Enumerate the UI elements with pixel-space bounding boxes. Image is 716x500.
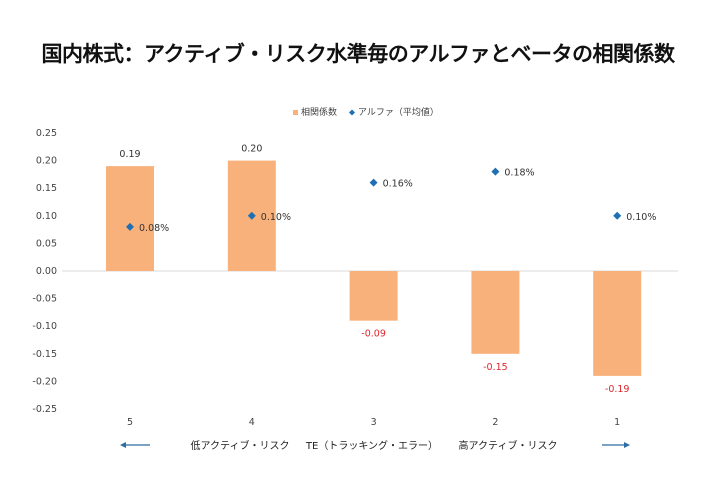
y-tick-label: -0.25 <box>32 404 57 415</box>
bar <box>593 271 642 376</box>
left-arrow-icon <box>120 442 126 448</box>
alpha-point <box>491 167 500 176</box>
bar-data-label: 0.19 <box>119 149 140 160</box>
alpha-point <box>247 211 256 220</box>
alpha-data-label: 0.16% <box>383 179 413 190</box>
alpha-data-label: 0.08% <box>139 223 169 234</box>
alpha-point <box>369 178 378 187</box>
chart-title: 国内株式：アクティブ・リスク水準毎のアルファとベータの相関係数 <box>41 42 675 66</box>
alpha-data-label: 0.10% <box>261 212 291 223</box>
legend-alpha-label: アルファ（平均値） <box>358 106 439 118</box>
bar-data-label: -0.09 <box>361 329 386 340</box>
x-tick-label: 5 <box>127 417 133 428</box>
legend-bar-swatch <box>293 110 298 115</box>
y-tick-label: -0.15 <box>32 349 57 360</box>
right-arrow-icon <box>624 442 630 448</box>
legend-diamond-icon <box>349 109 355 116</box>
low-risk-label: 低アクティブ・リスク <box>191 439 290 452</box>
y-tick-label: 0.05 <box>36 238 57 249</box>
te-label: TE（トラッキング・エラー） <box>305 439 438 452</box>
y-tick-label: 0.20 <box>36 156 57 167</box>
y-tick-label: -0.05 <box>32 294 57 305</box>
high-risk-label: 高アクティブ・リスク <box>459 439 558 452</box>
bar-data-label: -0.19 <box>605 384 630 395</box>
alpha-data-label: 0.18% <box>504 168 534 179</box>
bar <box>349 271 398 321</box>
y-tick-label: 0.15 <box>36 183 57 194</box>
alpha-point <box>126 222 134 231</box>
x-tick-label: 2 <box>492 417 498 428</box>
x-tick-label: 1 <box>614 417 620 428</box>
legend-bar-label: 相関係数 <box>301 106 337 118</box>
bar-data-label: -0.15 <box>483 362 508 373</box>
x-tick-label: 4 <box>249 417 255 428</box>
y-tick-label: 0.25 <box>36 128 57 139</box>
alpha-point <box>613 211 622 220</box>
y-tick-label: 0.10 <box>36 211 57 222</box>
bar-data-label: 0.20 <box>241 144 262 155</box>
alpha-data-label: 0.10% <box>626 212 656 223</box>
y-tick-label: -0.20 <box>32 376 57 387</box>
y-tick-label: 0.00 <box>36 266 57 277</box>
bar <box>106 166 154 271</box>
y-tick-label: -0.10 <box>32 321 57 332</box>
bar <box>471 271 520 354</box>
x-tick-label: 3 <box>371 417 377 428</box>
